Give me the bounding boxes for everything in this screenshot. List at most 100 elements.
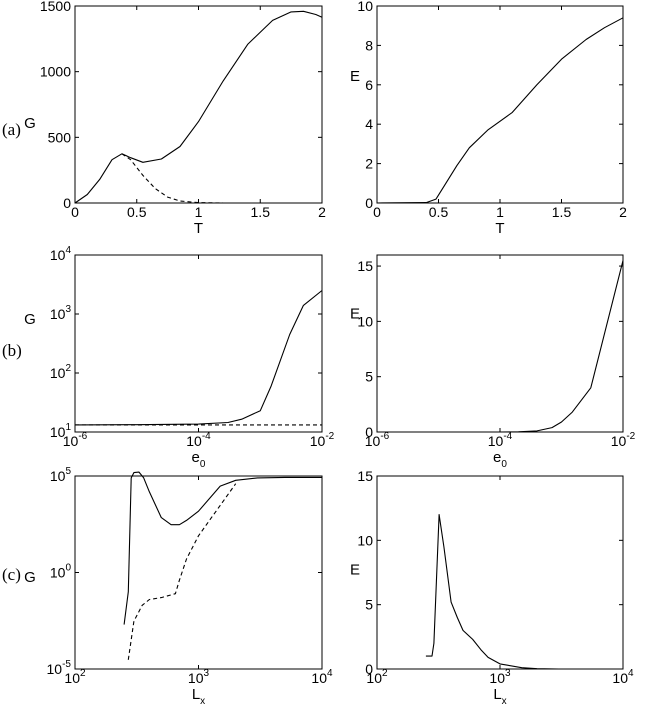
y-axis-label: G (24, 115, 36, 132)
y-tick-label: 10 (357, 313, 373, 329)
y-tick-label: 8 (365, 37, 373, 53)
x-tick-label: 1 (195, 204, 203, 220)
y-tick-label: 500 (48, 129, 72, 145)
plot-frame (376, 254, 624, 433)
y-axis-label: G (24, 311, 36, 328)
x-tick-label: 0.5 (429, 204, 449, 220)
y-tick-label: 15 (357, 258, 373, 274)
y-tick-label: 0 (365, 424, 373, 440)
x-tick-label: 2 (318, 204, 326, 220)
y-tick-label: 5 (365, 597, 373, 613)
y-tick-label: 10 (357, 0, 373, 14)
y-tick-label: 6 (365, 77, 373, 93)
x-axis-label: Lx (493, 686, 506, 707)
y-tick-exponent: 5 (65, 466, 71, 477)
x-axis-label: T (495, 220, 504, 237)
y-tick-label: 0 (365, 195, 373, 211)
y-tick-label: 101 (50, 422, 72, 440)
x-tick-exponent: 2 (382, 668, 388, 679)
x-tick-exponent: 3 (505, 668, 511, 679)
y-tick-exponent: 2 (65, 363, 71, 374)
y-tick-label: 0 (365, 661, 373, 677)
x-tick-label: 10-6 (63, 431, 88, 449)
series-line-solid (425, 514, 559, 670)
x-tick-label: 10-2 (310, 431, 335, 449)
x-tick-label: 10-2 (611, 431, 636, 449)
row-label-c: (c) (2, 565, 21, 584)
y-axis-label: E (350, 68, 360, 85)
panel-c-right: 102 103 104 0 5 10 15 Lx E (350, 468, 634, 707)
x-tick-exponent: -6 (380, 431, 389, 442)
y-tick-label: 105 (50, 466, 72, 484)
x-tick-label: 0.5 (127, 204, 147, 220)
series-line-solid (74, 290, 323, 426)
x-tick-label: 10-4 (488, 431, 513, 449)
y-tick-label: 102 (50, 363, 72, 381)
series-line-dashed (127, 483, 237, 660)
x-tick-exponent: 2 (80, 668, 86, 679)
y-tick-exponent: 4 (65, 245, 71, 256)
panel-a-right: 0 0.5 1 1.5 2 0 2 4 6 8 10 T E (350, 0, 627, 237)
x-axis-label: e0 (192, 449, 206, 470)
y-tick-label: 10 (357, 532, 373, 548)
row-label-b: (b) (2, 341, 22, 360)
x-tick-label: 102 (366, 668, 388, 686)
plot-frame (74, 475, 323, 670)
x-tick-exponent: -2 (626, 431, 635, 442)
y-tick-label: 1000 (40, 64, 71, 80)
x-tick-label: 0 (373, 204, 381, 220)
y-axis-label: E (350, 561, 360, 578)
x-tick-label: 102 (64, 668, 86, 686)
x-tick-label: 0 (71, 204, 79, 220)
y-tick-label: 5 (365, 369, 373, 385)
x-tick-exponent: 4 (327, 668, 333, 679)
y-tick-label: 1500 (40, 0, 71, 14)
plot-frame (74, 5, 323, 204)
panel-b-left: 10-6 10-4 10-2 101 102 103 104 e0 G (24, 245, 335, 470)
x-tick-label: 10-6 (365, 431, 390, 449)
x-tick-label: 104 (311, 668, 333, 686)
series-line-solid (74, 10, 323, 204)
x-tick-exponent: 4 (628, 668, 634, 679)
plot-frame (376, 5, 624, 204)
x-tick-label: 103 (188, 668, 210, 686)
y-tick-label: 103 (50, 304, 72, 322)
x-tick-label: 1.5 (251, 204, 271, 220)
x-tick-label: 2 (619, 204, 627, 220)
y-tick-label: 2 (365, 156, 373, 172)
panel-c-left: 102 103 104 10-5 100 105 Lx G (24, 466, 333, 707)
y-tick-label: 10-5 (47, 659, 72, 677)
y-tick-label: 104 (50, 245, 72, 263)
series-line-dashed (121, 153, 322, 204)
x-tick-exponent: -4 (202, 431, 211, 442)
panel-b-right: 10-6 10-4 10-2 0 5 10 15 e0 E (350, 254, 636, 470)
y-tick-exponent: 1 (65, 422, 71, 433)
y-tick-exponent: 0 (65, 563, 71, 574)
x-axis-label: Lx (192, 686, 205, 707)
plot-frame (376, 475, 624, 670)
x-tick-exponent: -2 (325, 431, 334, 442)
y-tick-label: 15 (357, 468, 373, 484)
x-tick-exponent: -4 (503, 431, 512, 442)
x-tick-label: 10-4 (186, 431, 211, 449)
y-axis-label: E (350, 306, 360, 323)
y-tick-exponent: -5 (62, 659, 71, 670)
y-tick-label: 0 (63, 195, 71, 211)
series-line-solid (376, 17, 624, 204)
x-tick-label: 1.5 (552, 204, 572, 220)
panel-a-left: 0 0.5 1 1.5 2 0 500 1000 1500 T G (24, 0, 326, 237)
x-tick-label: 103 (489, 668, 511, 686)
x-tick-label: 104 (612, 668, 634, 686)
x-tick-exponent: -6 (78, 431, 87, 442)
y-tick-label: 4 (365, 116, 373, 132)
y-axis-label: G (24, 569, 36, 586)
series-line-solid (123, 471, 322, 625)
y-tick-exponent: 3 (65, 304, 71, 315)
x-axis-label: e0 (493, 449, 507, 470)
row-label-a: (a) (2, 120, 21, 139)
series-line-solid (377, 260, 624, 433)
y-tick-label: 100 (50, 563, 72, 581)
x-tick-label: 1 (496, 204, 504, 220)
